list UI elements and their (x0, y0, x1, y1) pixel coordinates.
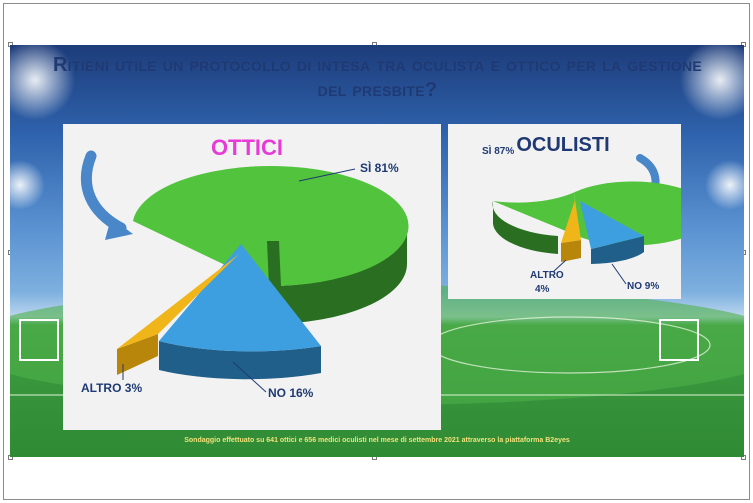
oculisti-slice-altro (561, 200, 581, 243)
ottici-pie (117, 166, 409, 380)
oculisti-panel: OCULISTI SÌ 87% ALTRO 4% NO 9% (448, 124, 711, 299)
curved-arrow-icon (81, 150, 127, 234)
oculisti-label-si: SÌ 87% (482, 144, 514, 157)
slide-title: Ritieni utile un protocollo di intesa tr… (52, 54, 703, 101)
oculisti-slice-no (580, 201, 644, 249)
oculisti-pie (492, 181, 711, 264)
oculisti-label-altro-value: 4% (535, 284, 550, 295)
ottici-slice-altro-side (117, 334, 158, 375)
ottici-leader-no (232, 361, 267, 393)
oculisti-leader-altro (552, 259, 567, 273)
arrow-head-icon (105, 218, 133, 240)
ottici-slice-si (133, 166, 409, 287)
oculisti-label-no: NO 9% (627, 281, 659, 292)
goal-left-icon (19, 319, 59, 361)
oculisti-label-altro: ALTRO (530, 270, 564, 281)
goal-right-icon (659, 319, 699, 361)
ottici-label-no: NO 16% (268, 386, 314, 400)
ottici-slice-no (159, 244, 321, 352)
oculisti-slice-si-left (493, 192, 575, 234)
ottici-label-altro: ALTRO 3% (81, 381, 142, 395)
ottici-leader-si (298, 168, 356, 182)
oculisti-slice-no-side (591, 236, 644, 264)
ottici-slice-si-wall (267, 241, 281, 286)
ottici-slice-si-side (269, 226, 407, 324)
ottici-chart-title: OTTICI (211, 135, 283, 160)
ottici-panel: OTTICI SÌ 81% NO 16% ALTRO 3% (63, 124, 441, 430)
oculisti-slice-si-side (492, 201, 558, 254)
slide: Ritieni utile un protocollo di intesa tr… (10, 45, 744, 457)
oculisti-chart-title: OCULISTI (516, 134, 609, 156)
ottici-slice-no-side (159, 341, 321, 380)
ottici-chart: OTTICI SÌ 81% NO 16% ALTRO 3% (81, 135, 409, 400)
oculisti-slice-altro-side (561, 240, 581, 262)
ottici-label-si: SÌ 81% (360, 160, 399, 175)
oculisti-chart: OCULISTI SÌ 87% ALTRO 4% NO 9% (482, 134, 711, 295)
survey-footnote: Sondaggio effettuato su 641 ottici e 656… (184, 437, 570, 444)
oculisti-leader-no (611, 263, 627, 285)
ottici-slice-altro (117, 254, 239, 349)
